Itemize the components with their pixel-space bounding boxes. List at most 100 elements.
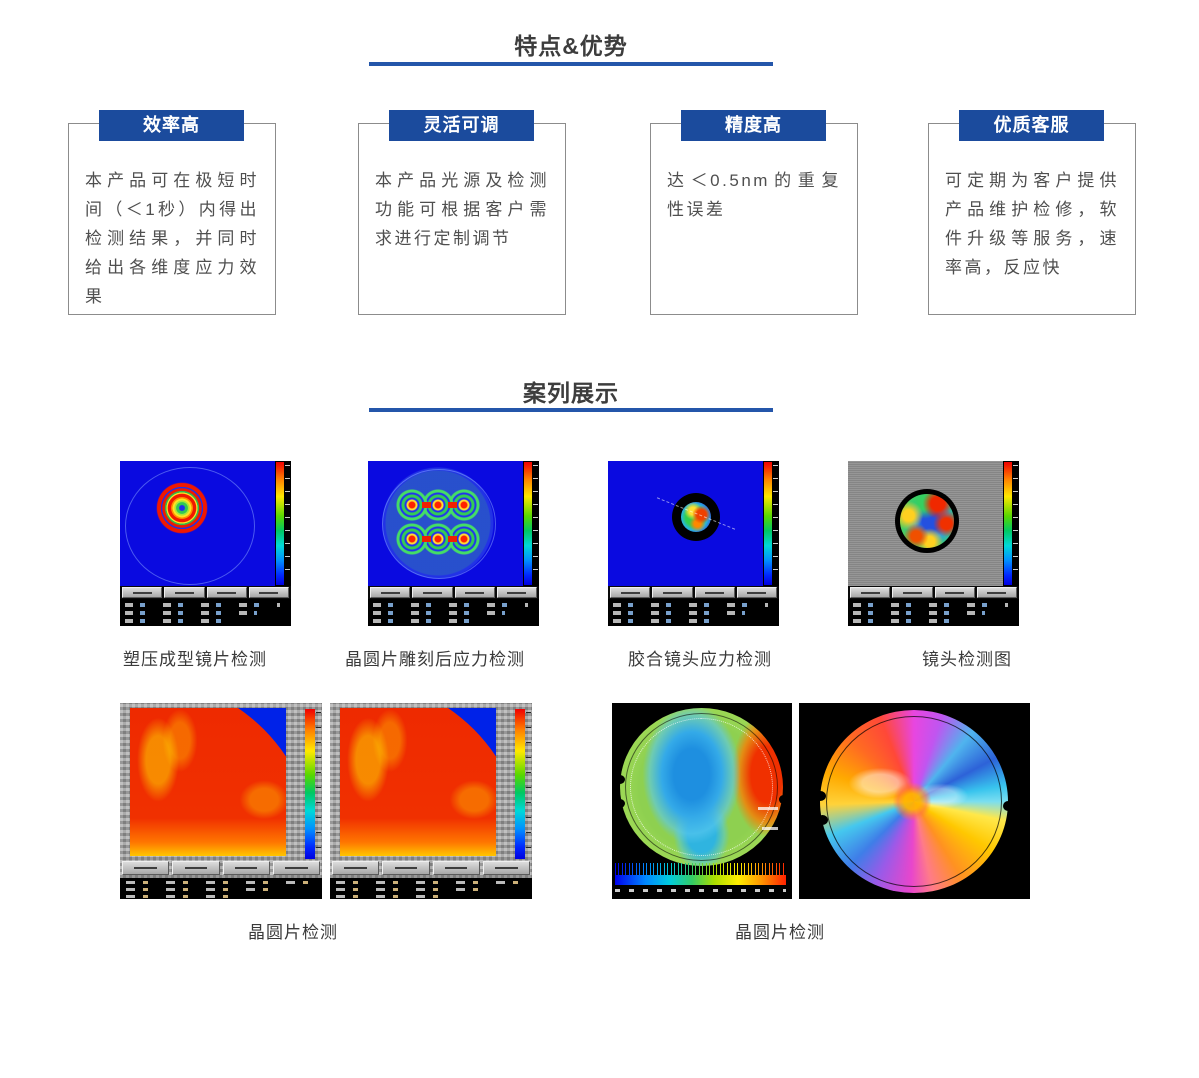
wafer-disc (820, 710, 1008, 893)
cases-title-underline (369, 408, 773, 412)
color-scale-ticks (533, 465, 538, 582)
measurement-screen (120, 461, 291, 586)
toolbar (608, 586, 779, 599)
measurement-screen (368, 461, 539, 586)
color-scale-ticks (526, 712, 531, 857)
fake-button (332, 861, 380, 875)
status-line (853, 611, 986, 615)
mini-label (758, 807, 778, 810)
fake-button (496, 587, 537, 598)
color-scale-bar (764, 462, 772, 585)
fake-button (736, 587, 777, 598)
fake-button (694, 587, 735, 598)
wafer-disc (620, 708, 783, 866)
feature-card-precision: 达＜0.5nm的重复性误差 (650, 123, 858, 315)
case-image-wafer-retardation-map (799, 703, 1030, 899)
wafer-notch (815, 791, 826, 801)
toolbar (848, 586, 1019, 599)
status-readout (330, 878, 532, 899)
status-readout (120, 878, 322, 899)
status-line (373, 611, 506, 615)
histogram-labels (615, 889, 786, 892)
toolbar (122, 861, 320, 875)
colorbar-zone (1003, 461, 1019, 586)
status-line (336, 888, 492, 891)
feature-card-body: 达＜0.5nm的重复性误差 (667, 171, 841, 219)
fake-button (206, 587, 247, 598)
colorbar-zone (275, 461, 291, 586)
fake-button (272, 861, 320, 875)
measurement-screen (848, 461, 1019, 586)
feature-card-body: 本产品可在极短时间（＜1秒）内得出检测结果，并同时给出各维度应力效果 (85, 171, 259, 306)
measurement-screen (608, 461, 779, 586)
color-scale-bar (524, 462, 532, 585)
feature-card-header-precision: 精度高 (681, 110, 826, 141)
case-image-wafer-stress-map (612, 703, 792, 899)
status-line (126, 881, 309, 884)
wafer-notch (817, 815, 828, 825)
status-readout (120, 599, 291, 626)
features-section-title: 特点&优势 (514, 33, 628, 59)
fake-button (610, 587, 651, 598)
stress-bullseye (154, 480, 210, 536)
color-scale-ticks (773, 465, 778, 582)
status-line (613, 611, 746, 615)
status-line (373, 619, 473, 623)
etch-connector (422, 536, 431, 542)
etch-connector (422, 502, 431, 508)
caption-lens-inspection: 镜头检测图 (922, 650, 1012, 669)
wafer-notch (615, 799, 625, 808)
caption-cemented-lens: 胶合镜头应力检测 (628, 650, 772, 669)
fake-button (382, 861, 430, 875)
feature-card-body: 本产品光源及检测功能可根据客户需求进行定制调节 (375, 171, 549, 248)
status-readout (848, 599, 1019, 626)
case-image-wafer-map-2 (330, 703, 532, 899)
caption-wafer-inspection-left: 晶圆片检测 (248, 923, 338, 942)
histogram-colorbar (615, 875, 786, 885)
fake-button (892, 587, 933, 598)
feature-card-header-service: 优质客服 (959, 110, 1104, 141)
status-line (613, 603, 768, 607)
feature-card-header-efficiency: 效率高 (99, 110, 244, 141)
wafer-plot (130, 708, 286, 856)
color-scale-bar (305, 709, 315, 859)
colorbar-zone (523, 461, 539, 586)
status-line (125, 603, 280, 607)
status-line (853, 603, 1008, 607)
lens-aperture (895, 489, 959, 553)
case-image-lens-inspection (848, 461, 1019, 626)
fake-button (976, 587, 1017, 598)
etch-connector (448, 502, 457, 508)
histogram-spikes (615, 863, 786, 875)
feature-card-flexible: 本产品光源及检测功能可根据客户需求进行定制调节 (358, 123, 566, 315)
toolbar (332, 861, 530, 875)
mini-label (762, 827, 778, 830)
fake-button (850, 587, 891, 598)
heat-streaks (340, 708, 496, 856)
wafer-outline (125, 467, 255, 585)
status-line (613, 619, 713, 623)
status-line (336, 895, 454, 898)
color-scale-ticks (316, 712, 321, 857)
feature-card-efficiency: 本产品可在极短时间（＜1秒）内得出检测结果，并同时给出各维度应力效果 (68, 123, 276, 315)
fake-button (482, 861, 530, 875)
fake-button (164, 587, 205, 598)
fake-button (934, 587, 975, 598)
stress-mosaic (900, 494, 954, 548)
etch-connector (448, 536, 457, 542)
fake-button (454, 587, 495, 598)
fake-button (432, 861, 480, 875)
status-line (126, 895, 244, 898)
caption-molded-lens: 塑压成型镜片检测 (123, 650, 267, 669)
fake-button (370, 587, 411, 598)
fake-button (122, 861, 170, 875)
color-scale-bar (276, 462, 284, 585)
wafer-notch (779, 795, 788, 804)
status-line (126, 888, 282, 891)
lens-aperture (672, 493, 720, 541)
fake-button (222, 861, 270, 875)
case-image-cemented-lens (608, 461, 779, 626)
cases-section-title: 案列展示 (523, 380, 619, 406)
wafer-notch (1003, 801, 1013, 811)
